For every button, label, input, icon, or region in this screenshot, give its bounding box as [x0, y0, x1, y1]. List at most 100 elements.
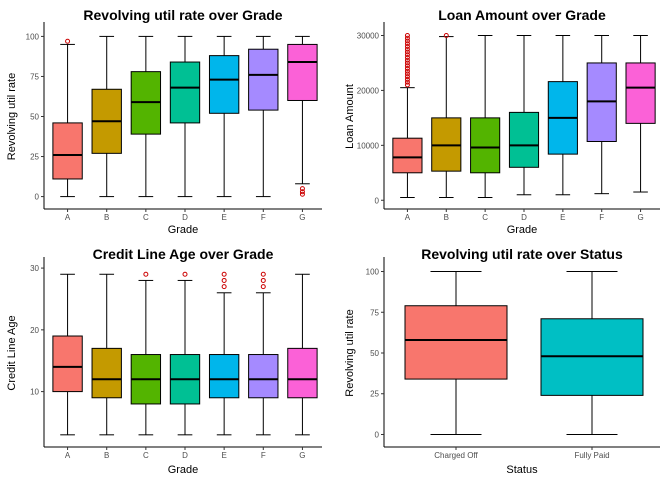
outlier-point: [404, 79, 410, 85]
x-tick-label: F: [599, 213, 604, 222]
outlier-point: [404, 60, 410, 66]
x-tick-label: G: [299, 213, 305, 222]
chart-title: Loan Amount over Grade: [438, 7, 606, 23]
y-tick-label: 20000: [357, 86, 380, 95]
x-tick-label: A: [405, 213, 411, 222]
outlier-point: [404, 49, 410, 55]
box-d: [169, 271, 201, 436]
outlier-point: [404, 63, 410, 69]
box-e: [208, 35, 240, 198]
box-body: [169, 61, 201, 124]
x-tick-label: B: [104, 213, 109, 222]
y-axis-label: Loan Amount: [344, 84, 356, 149]
outlier-point: [443, 32, 449, 38]
x-tick-label: Fully Paid: [574, 451, 609, 460]
box-a: [52, 38, 83, 198]
box-body: [508, 111, 540, 168]
y-tick-label: 50: [30, 113, 39, 122]
outlier-point: [404, 82, 410, 88]
outlier-point: [299, 189, 305, 195]
outlier-point: [221, 284, 227, 290]
outlier-point: [404, 74, 410, 80]
y-tick-label: 30000: [357, 31, 380, 40]
box-body: [208, 55, 240, 114]
outlier-point: [404, 41, 410, 47]
y-axis-label: Revolving util rate: [6, 73, 18, 160]
box-body: [470, 117, 501, 174]
outlier-point: [260, 271, 266, 277]
y-tick-label: 100: [26, 32, 40, 41]
outlier-point: [404, 71, 410, 77]
box-a: [52, 273, 83, 436]
box-g: [287, 273, 318, 436]
outlier-point: [404, 57, 410, 63]
outlier-point: [221, 271, 227, 277]
y-tick-label: 100: [366, 268, 380, 277]
box-a: [392, 32, 423, 199]
box-d: [169, 35, 201, 198]
y-tick-label: 10000: [357, 141, 380, 150]
x-axis-label: Grade: [168, 224, 199, 236]
box-body: [248, 48, 279, 111]
outlier-point: [404, 68, 410, 74]
chart-title: Revolving util rate over Status: [421, 246, 623, 262]
x-tick-label: G: [299, 451, 305, 460]
chart-panel-4: Revolving util rate over Status 0 25 50 75 10…: [344, 246, 660, 476]
x-tick-label: F: [261, 451, 266, 460]
outlier-point: [182, 271, 188, 277]
y-axis-label: Revolving util rate: [344, 309, 356, 396]
outlier-point: [260, 284, 266, 290]
box-b: [431, 32, 462, 199]
box-c: [130, 35, 162, 198]
x-tick-label: D: [182, 213, 188, 222]
y-tick-label: 0: [35, 193, 40, 202]
x-tick-label: D: [182, 451, 188, 460]
box-body: [91, 347, 122, 399]
chart-title: Revolving util rate over Grade: [83, 7, 282, 23]
box-body: [392, 137, 423, 174]
box-body: [208, 354, 240, 399]
box-body: [248, 354, 279, 399]
y-tick-label: 0: [375, 196, 380, 205]
outlier-point: [221, 277, 227, 283]
outlier-point: [404, 38, 410, 44]
x-tick-label: D: [521, 213, 527, 222]
box-b: [91, 273, 122, 436]
box-body: [287, 43, 318, 101]
box-charged-off: [404, 271, 508, 435]
outlier-point: [143, 271, 149, 277]
y-tick-label: 25: [370, 390, 379, 399]
y-tick-label: 50: [370, 349, 379, 358]
box-d: [508, 34, 540, 196]
outlier-point: [299, 191, 305, 197]
y-tick-label: 0: [375, 430, 380, 439]
y-tick-label: 10: [30, 388, 39, 397]
box-body: [287, 347, 318, 399]
x-tick-label: E: [560, 213, 565, 222]
box-body: [52, 122, 83, 180]
box-b: [91, 35, 122, 198]
y-tick-label: 75: [370, 308, 379, 317]
x-tick-label: C: [143, 213, 149, 222]
x-tick-label: A: [65, 451, 71, 460]
x-tick-label: G: [637, 213, 643, 222]
x-tick-label: A: [65, 213, 71, 222]
outlier-point: [404, 52, 410, 58]
outlier-point: [404, 35, 410, 41]
x-tick-label: E: [221, 451, 226, 460]
x-tick-label: E: [221, 213, 226, 222]
box-body: [52, 335, 83, 393]
y-tick-label: 25: [30, 153, 39, 162]
x-tick-label: C: [482, 213, 488, 222]
x-tick-label: C: [143, 451, 149, 460]
outlier-point: [404, 46, 410, 52]
chart-panel-2: Loan Amount over Grade 0 10000 20000 30000 A B…: [344, 7, 660, 236]
outlier-point: [65, 38, 71, 44]
chart-panel-1: Revolving util rate over Grade 0 25 50 75 100…: [6, 7, 322, 236]
outlier-point: [299, 186, 305, 192]
box-c: [470, 34, 501, 199]
chart-title: Credit Line Age over Grade: [93, 246, 274, 262]
outlier-point: [404, 43, 410, 49]
box-f: [586, 34, 617, 195]
